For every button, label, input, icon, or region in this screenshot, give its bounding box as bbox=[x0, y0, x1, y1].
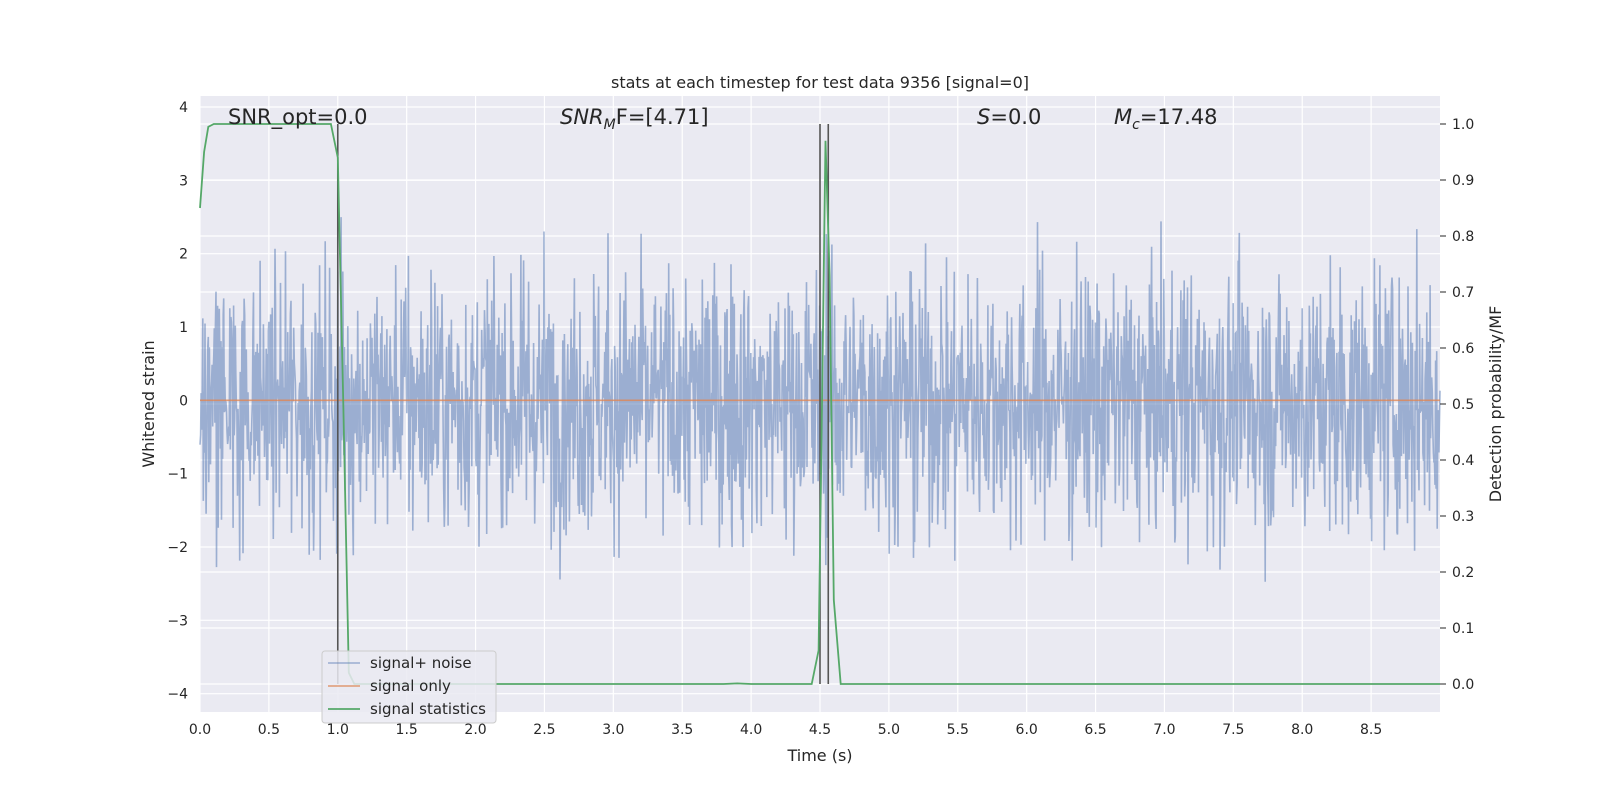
y2-axis-label: Detection probability/MF bbox=[1486, 306, 1505, 503]
legend-label-signal-statistics: signal statistics bbox=[370, 700, 486, 718]
x-tick-label: 2.5 bbox=[533, 722, 555, 738]
signal-statistics-series bbox=[199, 123, 1440, 685]
y-tick-label: −1 bbox=[167, 467, 188, 483]
x-tick-label: 7.5 bbox=[1222, 722, 1244, 738]
chart-title: stats at each timestep for test data 935… bbox=[611, 73, 1029, 92]
annotation-s: S=0.0 bbox=[977, 105, 1041, 129]
x-tick-label: 6.0 bbox=[1016, 722, 1038, 738]
y-tick-label: 2 bbox=[179, 247, 188, 263]
x-tick-label: 7.0 bbox=[1153, 722, 1175, 738]
axis-ticks: 0.0 0.5 1.0 1.5 2.0 2.5 3.0 3.5 4.0 4.5 5.0 5.5 6.0 6… bbox=[167, 100, 1474, 738]
y-tick-label: 0 bbox=[179, 393, 188, 409]
y2-tick-label: 0.0 bbox=[1452, 677, 1474, 693]
y-tick-label: −2 bbox=[167, 540, 188, 556]
y2-tick-label: 0.6 bbox=[1452, 341, 1474, 357]
y2-tick-label: 0.5 bbox=[1452, 397, 1474, 413]
x-tick-label: 8.5 bbox=[1360, 722, 1382, 738]
legend-label-signal-only: signal only bbox=[370, 677, 451, 695]
x-tick-label: 4.0 bbox=[740, 722, 762, 738]
y2-tick-label: 0.9 bbox=[1452, 173, 1474, 189]
y2-tick-label: 0.3 bbox=[1452, 509, 1474, 525]
x-tick-label: 3.5 bbox=[671, 722, 693, 738]
x-tick-label: 5.5 bbox=[947, 722, 969, 738]
y2-tick-label: 0.1 bbox=[1452, 621, 1474, 637]
y2-tick-label: 0.8 bbox=[1452, 229, 1474, 245]
x-tick-label: 6.5 bbox=[1084, 722, 1106, 738]
y-tick-label: 1 bbox=[179, 320, 188, 336]
x-tick-label: 2.0 bbox=[464, 722, 486, 738]
x-tick-label: 1.5 bbox=[396, 722, 418, 738]
x-tick-label: 1.0 bbox=[327, 722, 349, 738]
x-tick-label: 8.0 bbox=[1291, 722, 1313, 738]
y2-tick-label: 1.0 bbox=[1452, 117, 1474, 133]
x-tick-label: 4.5 bbox=[809, 722, 831, 738]
y-tick-label: 3 bbox=[179, 173, 188, 189]
legend: signal+ noise signal only signal statist… bbox=[321, 650, 497, 724]
x-tick-label: 0.5 bbox=[258, 722, 280, 738]
y2-tick-label: 0.7 bbox=[1452, 285, 1474, 301]
y-axis-label: Whitened strain bbox=[139, 340, 158, 467]
annotation-mc: Mc=17.48 bbox=[1114, 105, 1218, 133]
y-tick-label: −3 bbox=[167, 613, 188, 629]
y2-tick-label: 0.2 bbox=[1452, 565, 1474, 581]
x-axis-label: Time (s) bbox=[786, 746, 852, 765]
x-tick-label: 0.0 bbox=[189, 722, 211, 738]
x-tick-label: 3.0 bbox=[602, 722, 624, 738]
y-tick-label: −4 bbox=[167, 687, 188, 703]
annotation-snr-opt: SNR_opt=0.0 bbox=[228, 105, 368, 130]
legend-box bbox=[321, 650, 497, 724]
y-tick-label: 4 bbox=[179, 100, 188, 116]
y2-tick-label: 0.4 bbox=[1452, 453, 1474, 469]
x-tick-label: 5.0 bbox=[878, 722, 900, 738]
signal-statistics-line bbox=[199, 123, 1440, 685]
annotation-snr-mf: SNRMF=[4.71] bbox=[560, 105, 709, 133]
legend-label-signal-noise: signal+ noise bbox=[370, 654, 472, 672]
